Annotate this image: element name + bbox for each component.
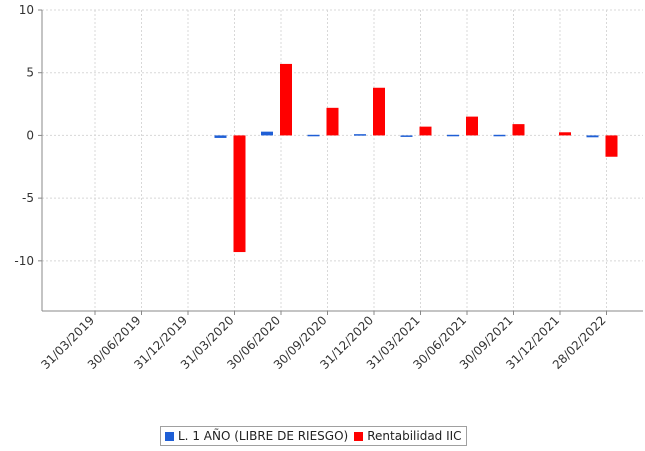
bar-rentabilidad xyxy=(326,107,339,136)
bar-risk-free xyxy=(400,135,413,137)
bar-risk-free xyxy=(261,131,273,136)
bar-risk-free xyxy=(447,134,459,137)
bar-rentabilidad xyxy=(373,87,385,136)
bar-risk-free xyxy=(307,134,320,137)
legend-swatch-risk-free xyxy=(165,431,174,441)
bar-rentabilidad xyxy=(466,116,478,136)
bar-rentabilidad xyxy=(233,135,246,253)
bar-rentabilidad xyxy=(512,124,525,136)
legend-label-risk-free: L. 1 AÑO (LIBRE DE RIESGO) xyxy=(178,429,349,443)
bar-risk-free xyxy=(586,135,599,138)
legend-item-rentabilidad: Rentabilidad IIC xyxy=(354,429,462,443)
legend-swatch-rentabilidad xyxy=(354,431,364,441)
bar-rentabilidad xyxy=(419,126,432,136)
bar-risk-free xyxy=(493,134,506,137)
bar-risk-free xyxy=(214,135,227,138)
bar-rentabilidad xyxy=(280,63,292,136)
bar-risk-free xyxy=(354,134,366,136)
legend-item-risk-free: L. 1 AÑO (LIBRE DE RIESGO) xyxy=(165,429,348,443)
bar-rentabilidad xyxy=(605,135,618,157)
y-tick-label: -10 xyxy=(14,254,34,268)
legend-label-rentabilidad: Rentabilidad IIC xyxy=(367,429,462,443)
y-tick-label: 10 xyxy=(19,3,34,17)
bar-rentabilidad xyxy=(559,132,571,136)
legend: L. 1 AÑO (LIBRE DE RIESGO) Rentabilidad … xyxy=(160,426,467,446)
y-tick-label: 0 xyxy=(26,128,34,142)
y-tick-label: -5 xyxy=(22,191,34,205)
y-tick-label: 5 xyxy=(26,66,34,80)
